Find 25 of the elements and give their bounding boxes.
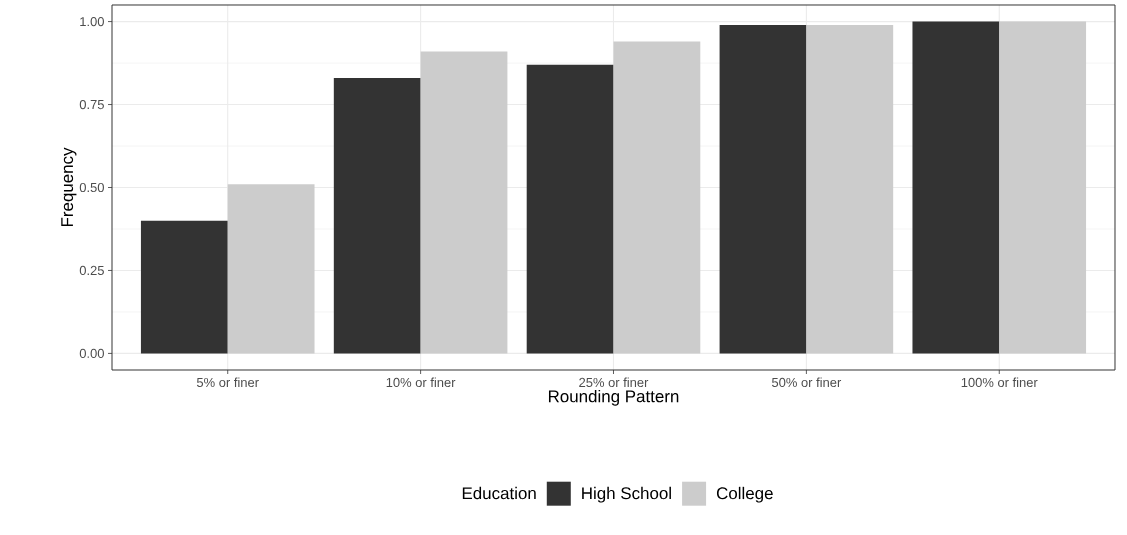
legend-title: Education [462,486,536,500]
y-tick-label: 0.50 [79,182,104,193]
x-tick-label: 10% or finer [386,377,456,388]
bar [333,78,421,354]
y-axis-title: Frequency [61,147,77,227]
x-tick-label: 25% or finer [579,377,649,388]
bar [140,220,228,354]
bar [912,21,1000,354]
legend-label: College [716,486,773,503]
bar [806,24,894,354]
bar [420,51,508,354]
y-tick-label: 1.00 [80,17,104,27]
x-tick-label: 100% or finer [961,377,1038,388]
bar [999,21,1087,354]
x-tick-label: 5% or finer [196,377,259,388]
legend-label: High School [582,486,671,503]
y-tick-label: 0.75 [79,99,104,110]
x-tick-label: 50% or finer [771,377,842,388]
bar [526,64,614,354]
bar [719,24,807,354]
x-axis-title: Rounding Pattern [548,389,679,406]
y-tick-label: 0.25 [79,265,104,276]
bar [227,184,315,354]
y-tick-label: 0.00 [79,348,104,358]
bar [613,41,701,354]
